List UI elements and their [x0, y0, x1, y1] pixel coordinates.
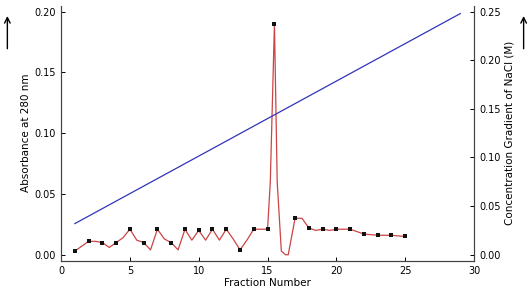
Y-axis label: Concentration Gradient of NaCl (M): Concentration Gradient of NaCl (M): [504, 41, 515, 225]
X-axis label: Fraction Number: Fraction Number: [224, 278, 311, 288]
Y-axis label: Absorbance at 280 nm: Absorbance at 280 nm: [21, 74, 30, 193]
